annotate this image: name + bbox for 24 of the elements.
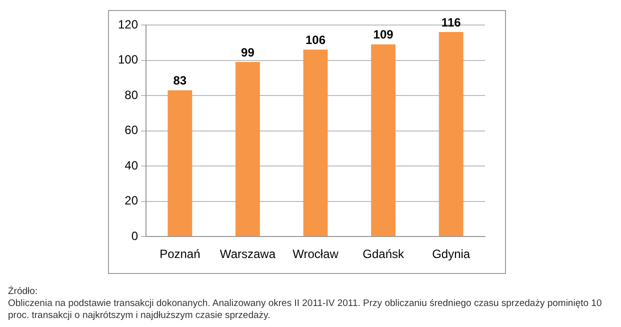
data-label: 109 bbox=[373, 28, 394, 42]
bar bbox=[438, 32, 464, 236]
y-tick-label: 40 bbox=[124, 158, 138, 172]
y-tick-label: 20 bbox=[124, 194, 138, 208]
data-label: 106 bbox=[305, 33, 326, 47]
text: Obliczenia na podstawie transakcji dokonanych. Analizowany okres II 2011-IV 2011. Przy obliczaniu średniego czasu sprzedaży pominięto 10 proc. transakcji o najkrótszym i najdłuższym czasie sprzedaży. bbox=[8, 298, 603, 322]
x-tick-label: Poznań bbox=[160, 247, 200, 262]
x-tick-label: Warszawa bbox=[220, 247, 276, 262]
y-tick-label: 60 bbox=[124, 123, 138, 138]
x-tick-label: Gdańsk bbox=[362, 247, 405, 262]
bar bbox=[168, 90, 192, 236]
y-tick-label: 100 bbox=[118, 52, 138, 67]
x-tick-label: Gdynia bbox=[432, 247, 470, 262]
data-label: 83 bbox=[173, 74, 187, 88]
data-label: 99 bbox=[241, 45, 255, 60]
bar bbox=[371, 44, 396, 236]
y-tick-label: 0 bbox=[131, 228, 138, 243]
bar bbox=[236, 62, 260, 236]
x-tick-label: Wrocław bbox=[292, 247, 339, 262]
data-label: 116 bbox=[441, 15, 462, 30]
y-tick-label: 80 bbox=[124, 88, 138, 102]
text: Źródło: bbox=[8, 286, 39, 298]
y-tick-label: 120 bbox=[118, 17, 138, 32]
bar bbox=[303, 50, 328, 236]
